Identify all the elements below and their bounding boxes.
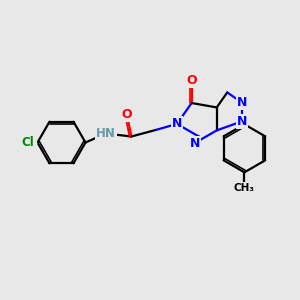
Text: HN: HN	[96, 127, 116, 140]
Text: CH₃: CH₃	[234, 183, 255, 193]
Text: N: N	[237, 96, 247, 109]
Text: N: N	[190, 136, 200, 150]
Text: O: O	[186, 74, 197, 87]
Text: N: N	[237, 115, 247, 128]
Text: O: O	[122, 108, 132, 122]
Text: O: O	[186, 74, 197, 87]
Text: O: O	[122, 108, 132, 122]
Text: HN: HN	[96, 127, 116, 140]
Text: N: N	[172, 117, 182, 130]
Text: N: N	[172, 117, 182, 130]
Text: Cl: Cl	[22, 136, 34, 149]
Text: Cl: Cl	[23, 136, 36, 149]
